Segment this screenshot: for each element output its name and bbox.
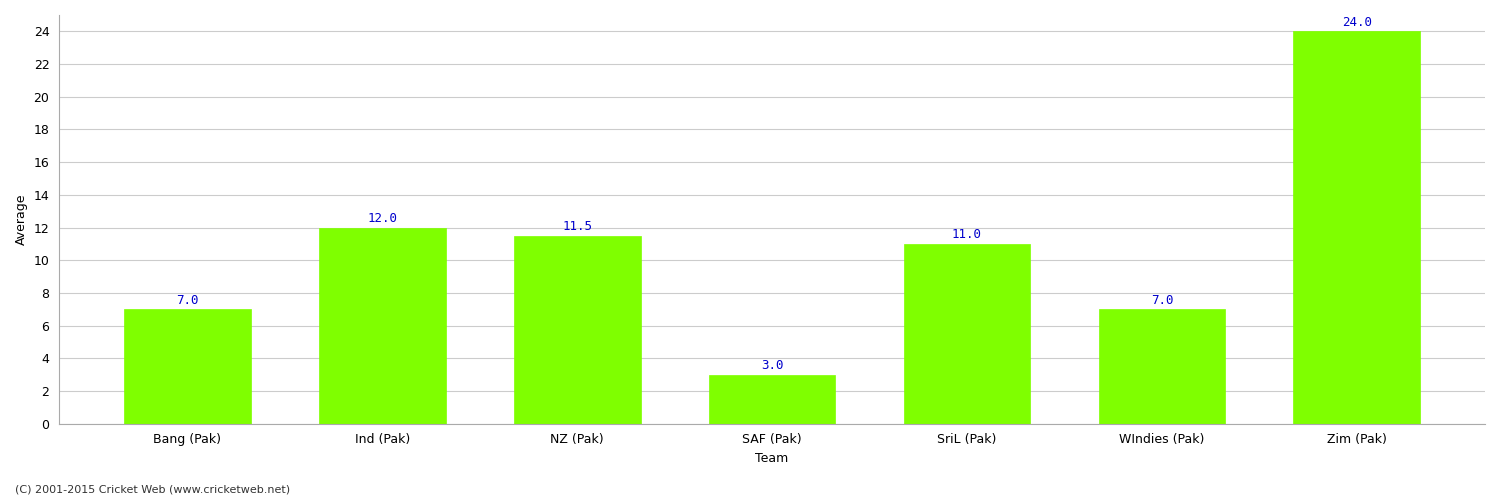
Text: 11.5: 11.5 <box>562 220 592 234</box>
Text: 24.0: 24.0 <box>1342 16 1372 29</box>
Text: 7.0: 7.0 <box>1150 294 1173 307</box>
Bar <box>320 228 446 424</box>
X-axis label: Team: Team <box>756 452 789 465</box>
Bar <box>1293 32 1420 424</box>
Bar <box>903 244 1030 424</box>
Text: 12.0: 12.0 <box>368 212 398 225</box>
Bar <box>124 310 250 424</box>
Bar <box>708 374 836 424</box>
Text: (C) 2001-2015 Cricket Web (www.cricketweb.net): (C) 2001-2015 Cricket Web (www.cricketwe… <box>15 485 290 495</box>
Y-axis label: Average: Average <box>15 194 28 245</box>
Bar <box>514 236 640 424</box>
Text: 3.0: 3.0 <box>760 359 783 372</box>
Text: 11.0: 11.0 <box>952 228 982 241</box>
Text: 7.0: 7.0 <box>176 294 198 307</box>
Bar <box>1098 310 1226 424</box>
